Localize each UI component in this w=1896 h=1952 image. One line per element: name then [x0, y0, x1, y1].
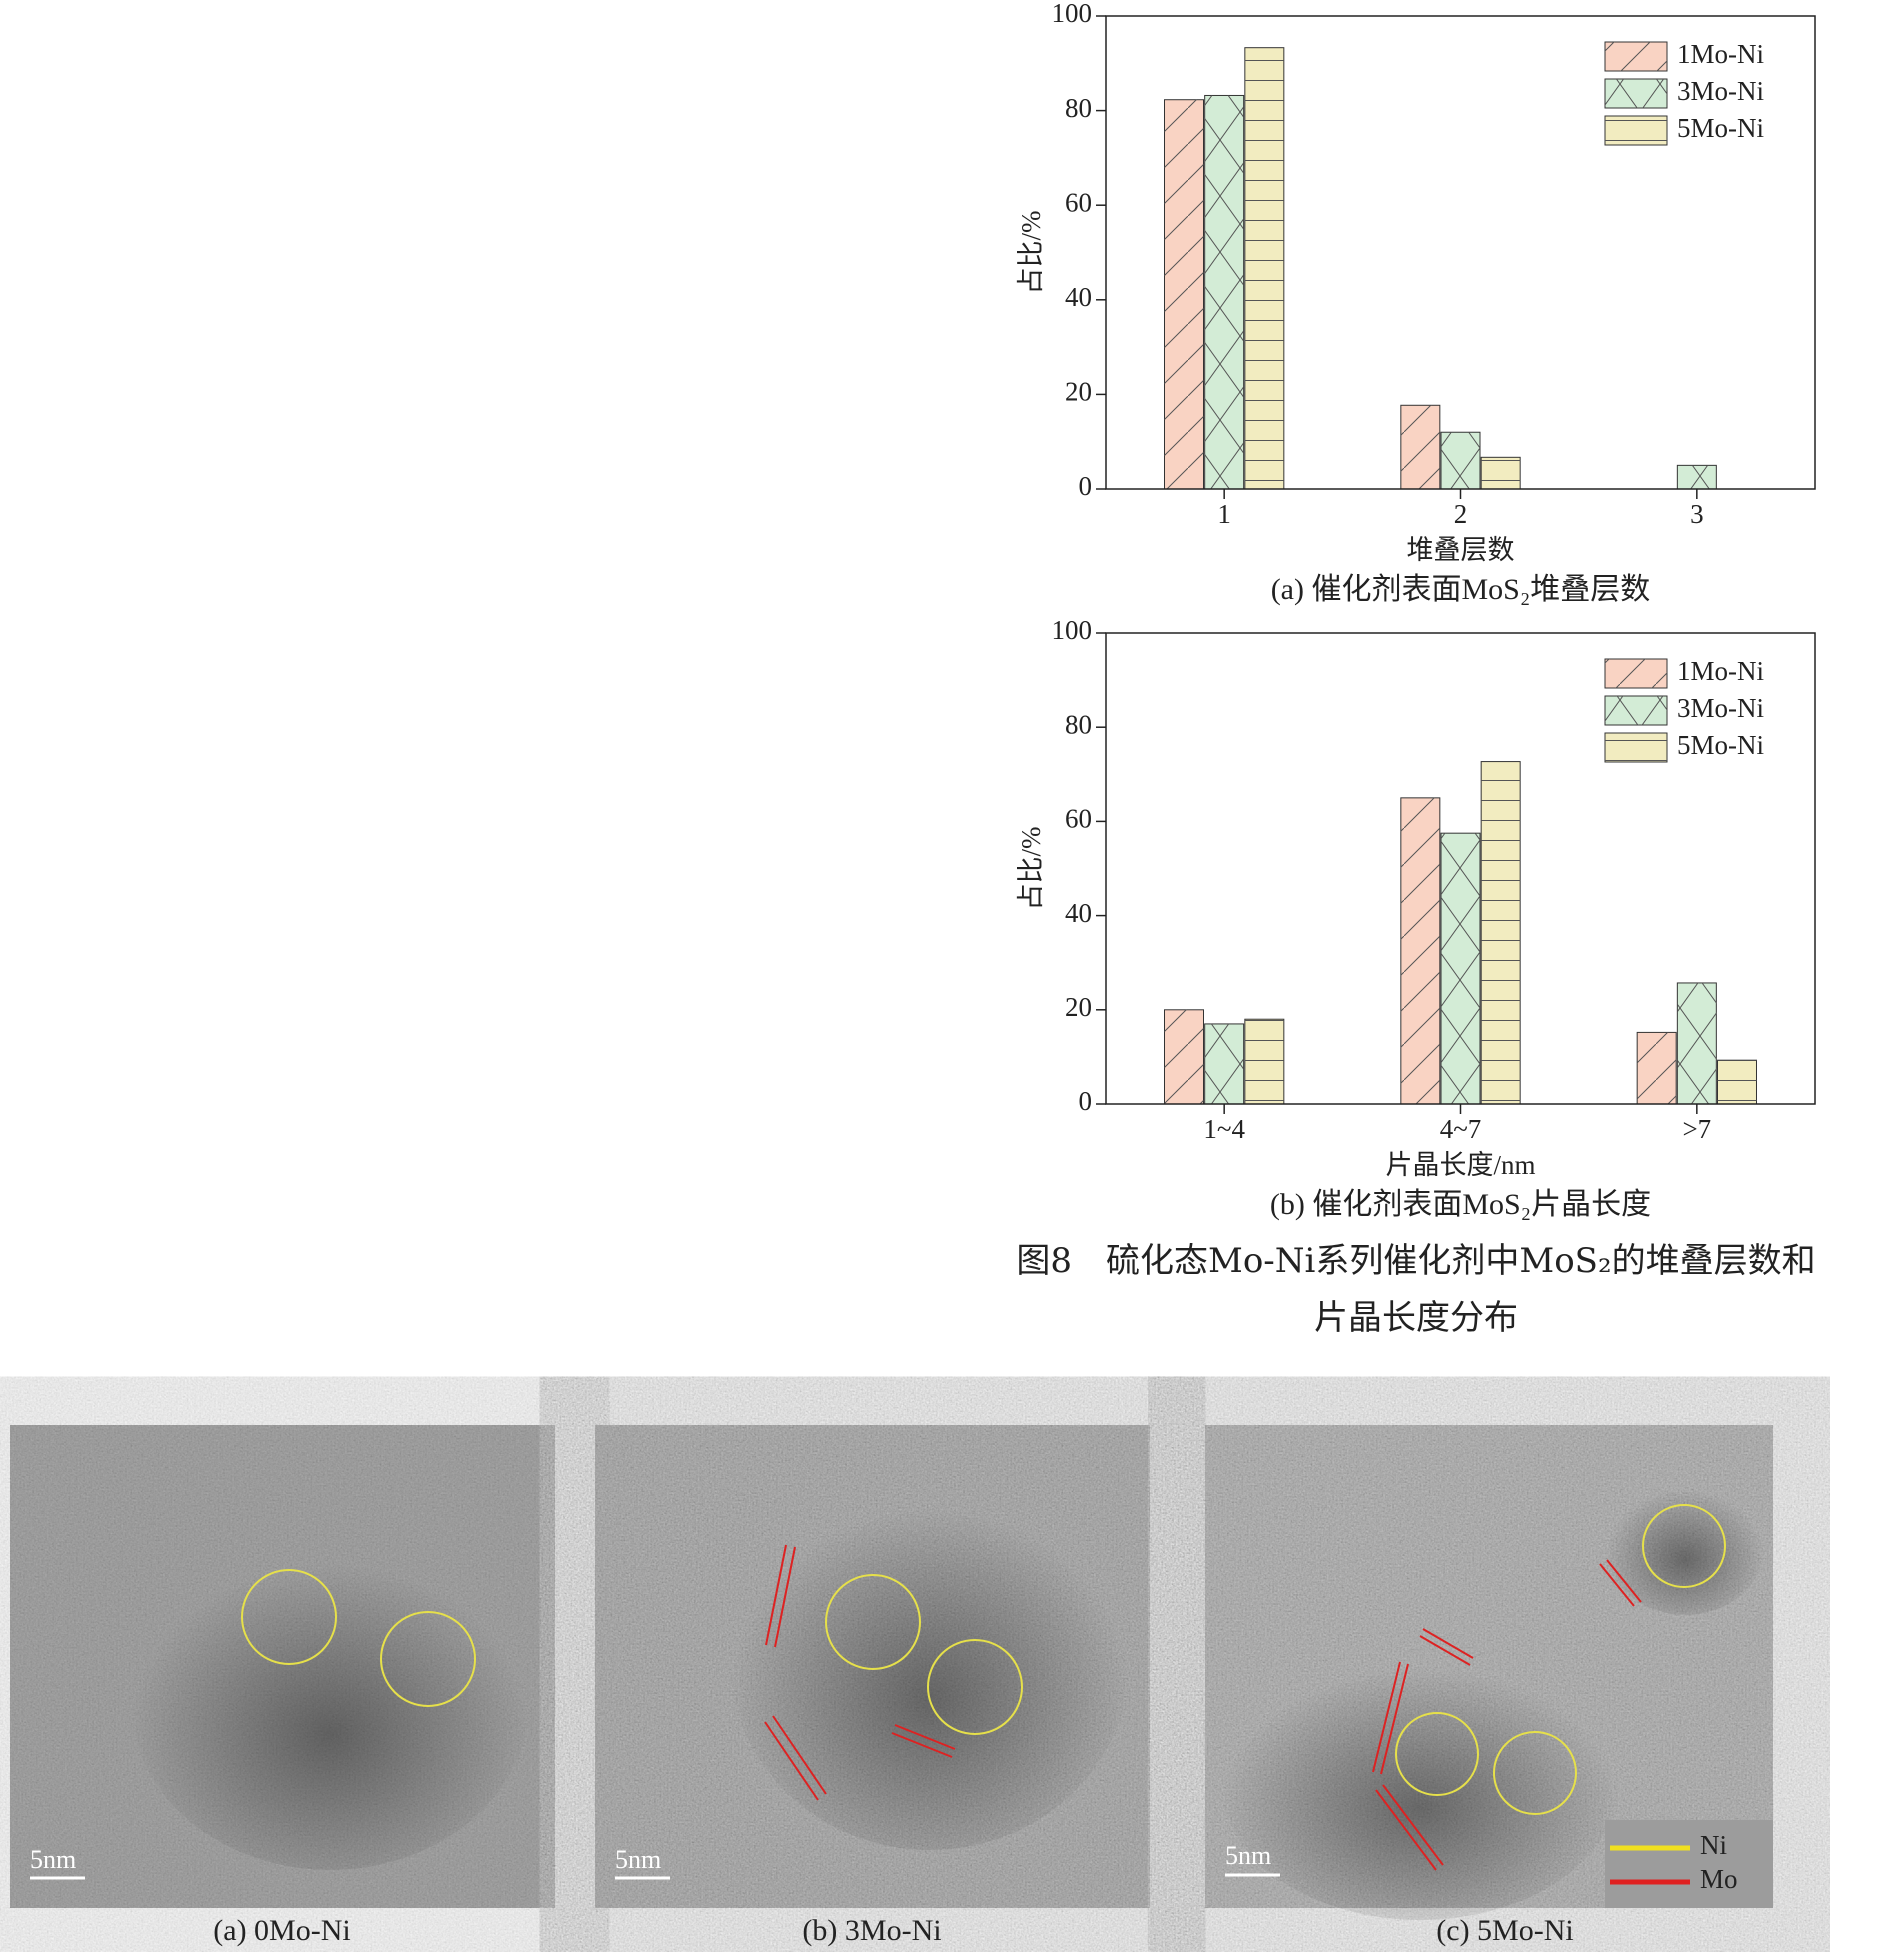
x-tick-label: 3: [1690, 499, 1704, 529]
legend-label: Mo: [1700, 1864, 1738, 1894]
y-tick-label: 20: [1065, 992, 1092, 1022]
legend-label: 1Mo-Ni: [1677, 39, 1764, 69]
y-tick-label: 20: [1065, 377, 1092, 407]
legend-hatch: [1605, 659, 1667, 688]
bar-hatch: [1244, 47, 1284, 489]
x-tick-label: 4~7: [1440, 1114, 1482, 1144]
y-tick-label: 60: [1065, 187, 1092, 217]
plot-frame: [1105, 15, 1816, 490]
scale-bar-label: 5nm: [1225, 1841, 1271, 1870]
legend-hatch: [1605, 116, 1667, 145]
figure-caption: 图8 硫化态Mo-Ni系列催化剂中MoS₂的堆叠层数和: [1016, 1241, 1815, 1281]
y-tick-label: 60: [1065, 804, 1092, 834]
y-tick-label: 0: [1079, 471, 1093, 501]
image-caption: (c) 5Mo-Ni: [1436, 1914, 1573, 1947]
legend-label: 3Mo-Ni: [1677, 76, 1764, 106]
plot-frame: [1105, 632, 1816, 1105]
bar-hatch: [1400, 405, 1440, 489]
bar-hatch: [1481, 761, 1521, 1104]
legend-label: 5Mo-Ni: [1677, 730, 1764, 760]
bar-hatch: [1481, 457, 1521, 489]
figure-caption: 片晶长度分布: [1314, 1298, 1518, 1338]
legend-label: 5Mo-Ni: [1677, 113, 1764, 143]
image-caption: (a) 0Mo-Ni: [213, 1914, 350, 1947]
y-axis-label: 占比/%: [1016, 827, 1046, 911]
tem-image: 5nm (b) 3Mo-Ni: [595, 1425, 1150, 1947]
bar-hatch: [1441, 833, 1480, 1104]
legend-label: 3Mo-Ni: [1677, 693, 1764, 723]
x-tick-label: 1: [1217, 499, 1231, 529]
y-tick-label: 0: [1079, 1086, 1093, 1116]
chart-caption: (b) 催化剂表面MoS₂片晶长度: [1270, 1188, 1651, 1221]
x-tick-label: >7: [1682, 1114, 1711, 1144]
chart-caption: (a) 催化剂表面MoS₂堆叠层数: [1271, 573, 1651, 606]
y-tick-label: 40: [1065, 282, 1092, 312]
tem-image: Ni Mo 5nm (c) 5Mo-Ni: [1205, 1425, 1773, 1947]
bar-hatch: [1204, 95, 1244, 490]
bar-hatch: [1400, 797, 1440, 1104]
scale-bar-label: 5nm: [30, 1845, 76, 1874]
bar-hatch: [1717, 1060, 1757, 1104]
y-tick-label: 80: [1065, 93, 1092, 123]
bar-hatch: [1637, 1032, 1677, 1104]
bar-hatch: [1164, 1009, 1204, 1104]
x-tick-label: 1~4: [1203, 1114, 1245, 1144]
x-tick-label: 2: [1454, 499, 1468, 529]
y-tick-label: 40: [1065, 898, 1092, 928]
bar-hatch: [1204, 1023, 1244, 1104]
bar-hatch: [1441, 432, 1480, 489]
bar-hatch: [1677, 465, 1717, 489]
legend-hatch: [1605, 733, 1667, 762]
x-axis-label: 堆叠层数: [1407, 535, 1515, 565]
chart: 0 20 40 60 80 100 1~4 4~7 >7 片晶长度/nm 占比/% (b) 催化剂表面…: [1016, 615, 1816, 1221]
x-axis-label: 片晶长度/nm: [1385, 1150, 1535, 1180]
y-axis-label: 占比/%: [1016, 211, 1046, 295]
chart: 0 20 40 60 80 100 1 2 3 堆叠层数 占比/% (a) 催化剂表面MoS₂堆叠层数…: [1016, 0, 1816, 606]
legend-hatch: [1605, 696, 1667, 725]
legend-label: Ni: [1700, 1830, 1727, 1860]
scale-bar-label: 5nm: [615, 1845, 661, 1874]
legend-label: 1Mo-Ni: [1677, 656, 1764, 686]
y-tick-label: 80: [1065, 709, 1092, 739]
legend-hatch: [1605, 79, 1667, 108]
bar-hatch: [1677, 982, 1717, 1104]
bar-hatch: [1244, 1019, 1284, 1104]
legend-hatch: [1605, 42, 1667, 71]
y-tick-label: 100: [1052, 0, 1093, 28]
tem-image: 5nm (a) 0Mo-Ni: [10, 1425, 555, 1947]
y-tick-label: 100: [1052, 615, 1093, 645]
image-caption: (b) 3Mo-Ni: [802, 1914, 941, 1947]
bar-hatch: [1164, 99, 1204, 489]
